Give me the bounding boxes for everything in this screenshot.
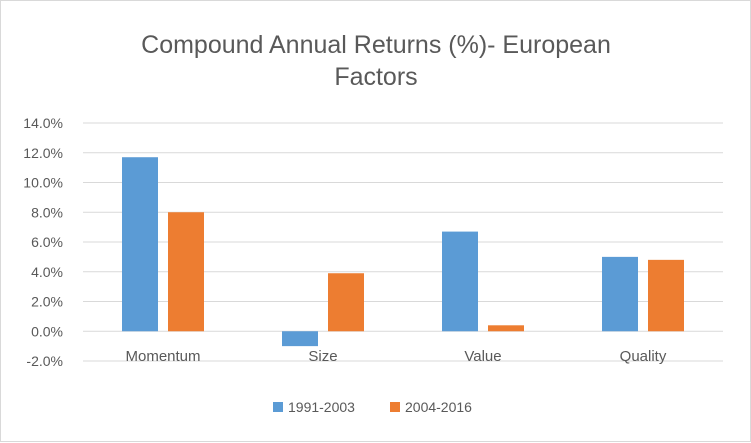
bar-size-series-1 <box>282 331 318 347</box>
x-category-label: Value <box>464 348 501 365</box>
bar-size-series-2 <box>328 273 364 332</box>
legend: 1991-2003 2004-2016 <box>273 399 472 415</box>
y-tick-label: 4.0% <box>31 264 63 280</box>
y-axis-tick-labels: 14.0% 12.0% 10.0% 8.0% 6.0% 4.0% 2.0% 0.0% -2.0% <box>23 115 63 369</box>
legend-swatch <box>390 402 400 412</box>
x-category-label: Momentum <box>125 348 200 365</box>
bar-value-series-2 <box>488 325 524 332</box>
x-category-label: Size <box>308 348 337 365</box>
y-tick-label: 2.0% <box>31 294 63 310</box>
y-tick-label: 14.0% <box>23 115 63 131</box>
x-category-label: Quality <box>620 348 667 365</box>
y-tick-label: 0.0% <box>31 323 63 339</box>
bar-value-series-1 <box>442 231 478 332</box>
y-tick-label: 12.0% <box>23 145 63 161</box>
bar-momentum-series-1 <box>122 157 158 332</box>
bar-quality-series-1 <box>602 256 638 332</box>
bar-momentum-series-2 <box>168 212 204 332</box>
bar-quality-series-2 <box>648 259 684 332</box>
x-axis-category-labels: Momentum Size Value Quality <box>125 348 666 365</box>
bars <box>122 157 684 347</box>
chart-title: Compound Annual Returns (%)- European Fa… <box>141 31 611 91</box>
y-tick-label: 6.0% <box>31 234 63 250</box>
chart-title-line-1: Compound Annual Returns (%)- European <box>141 31 611 59</box>
legend-label: 1991-2003 <box>288 399 355 415</box>
y-tick-label: 8.0% <box>31 204 63 220</box>
chart-title-line-2: Factors <box>334 63 417 91</box>
legend-swatch <box>273 402 283 412</box>
legend-label: 2004-2016 <box>405 399 472 415</box>
y-tick-label: -2.0% <box>26 353 63 369</box>
y-tick-label: 10.0% <box>23 175 63 191</box>
